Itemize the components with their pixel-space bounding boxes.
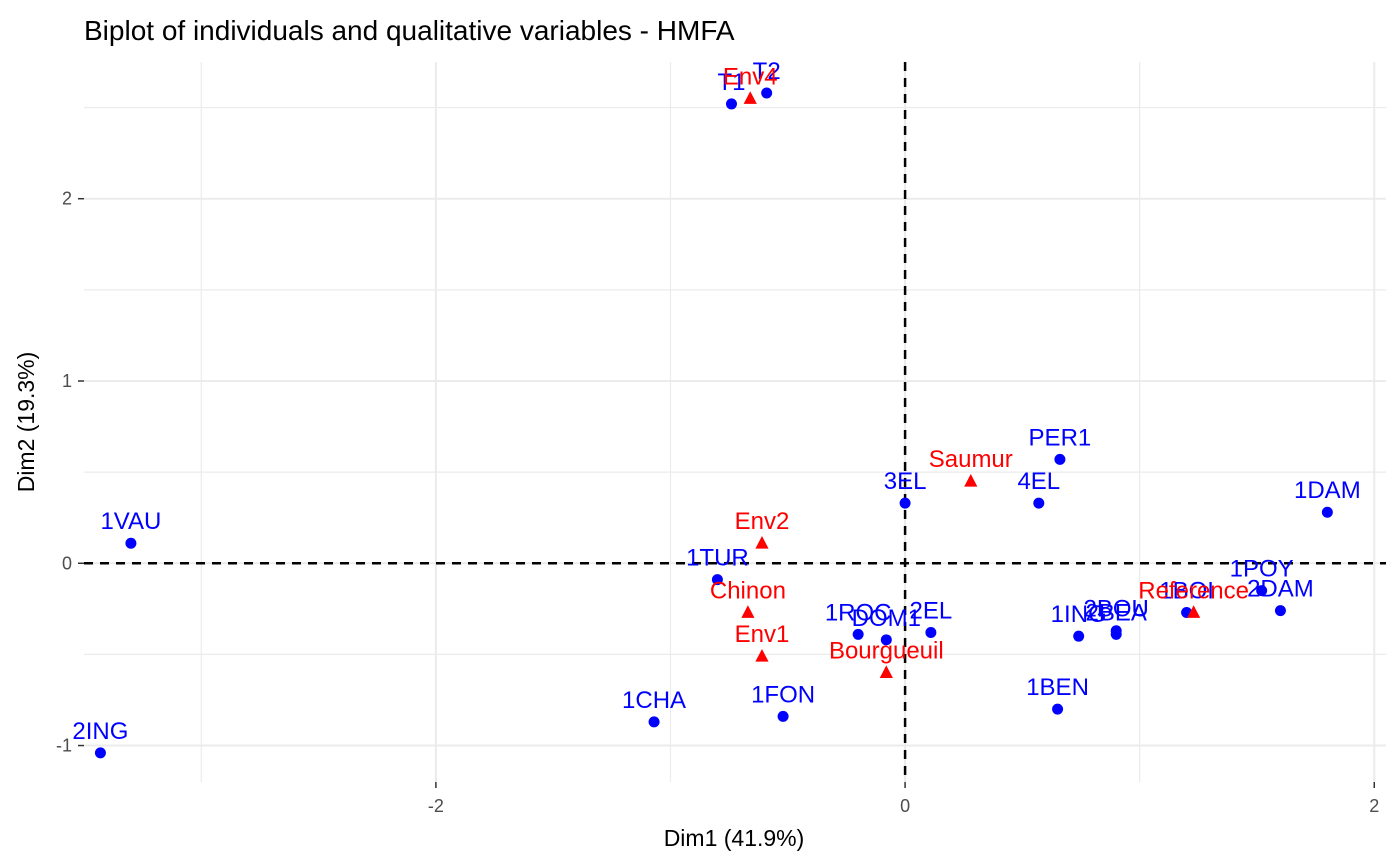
variable-label: Env2	[735, 508, 790, 535]
individual-label: 2BEA	[1086, 599, 1147, 626]
individual-label: DOM1	[852, 605, 921, 632]
individual-point	[125, 537, 137, 549]
individual-point	[1033, 497, 1045, 509]
y-tick-label: -1	[56, 736, 72, 756]
individual-label: 4EL	[1017, 468, 1060, 495]
individual-point	[711, 574, 723, 586]
individual-point	[94, 747, 106, 759]
individual-point	[1052, 703, 1064, 715]
x-axis-title: Dim1 (41.9%)	[664, 825, 805, 851]
individual-point	[1274, 605, 1286, 617]
individual-point	[777, 710, 789, 722]
x-tick-label: 0	[900, 796, 910, 816]
individual-label: 1BOI	[1159, 577, 1214, 604]
chart-title: Biplot of individuals and qualitative va…	[84, 15, 735, 46]
variable-point	[964, 474, 978, 487]
variable-point	[741, 605, 755, 618]
individual-point	[725, 98, 737, 110]
individual-label: 1CHA	[622, 687, 686, 714]
reference-lines	[84, 62, 1386, 782]
variable-label: Env4	[723, 63, 778, 90]
individual-label: T1	[717, 69, 745, 96]
y-axis-title: Dim2 (19.3%)	[13, 352, 39, 493]
individual-point	[925, 627, 937, 639]
individual-point	[852, 628, 864, 640]
variable-point	[743, 91, 757, 104]
x-tick-label: 2	[1369, 796, 1379, 816]
variable-label: Env1	[735, 621, 790, 648]
y-tick-label: 0	[62, 553, 72, 573]
individual-point	[761, 87, 773, 99]
variable-label: Chinon	[710, 577, 786, 604]
variable-point	[1187, 605, 1201, 618]
individual-point	[1256, 585, 1268, 597]
individual-point	[1110, 628, 1122, 640]
individual-label: 2EL	[910, 598, 953, 625]
individual-label: T2	[753, 58, 781, 85]
individual-label: 1ROC	[825, 599, 892, 626]
individual-label: 3EL	[884, 468, 927, 495]
variable-point	[879, 665, 893, 679]
y-tick-label: 1	[62, 371, 72, 391]
individual-point	[1321, 506, 1333, 518]
variable-label: Saumur	[929, 446, 1013, 473]
individual-label: 1ING	[1051, 601, 1107, 628]
individual-label: 1FON	[751, 681, 815, 708]
individual-label: 1VAU	[100, 508, 161, 535]
grid-layer	[84, 62, 1386, 782]
individual-point	[880, 634, 892, 646]
variable-label: Reference	[1138, 577, 1249, 604]
individual-label: 2DAM	[1247, 576, 1314, 603]
individual-point	[899, 497, 911, 509]
data-points	[94, 87, 1333, 759]
variable-point	[755, 536, 769, 549]
individual-point	[1054, 453, 1066, 465]
individual-label: 1TUR	[686, 545, 749, 572]
individual-label: PER1	[1029, 424, 1092, 451]
individual-point	[1073, 630, 1085, 642]
y-tick-label: 2	[62, 189, 72, 209]
individual-label: 2BOU	[1084, 596, 1149, 623]
variable-label: Bourgueuil	[829, 638, 944, 665]
individual-label: 1POY	[1230, 556, 1294, 583]
variable-point	[755, 649, 769, 662]
individual-label: 2ING	[72, 718, 128, 745]
individual-label: 1DAM	[1294, 477, 1361, 504]
axes: -2 0 2 -1 0 1 2	[56, 189, 1379, 816]
x-tick-label: -2	[428, 796, 444, 816]
individual-label: 1BEN	[1026, 674, 1089, 701]
individual-point	[648, 716, 660, 728]
